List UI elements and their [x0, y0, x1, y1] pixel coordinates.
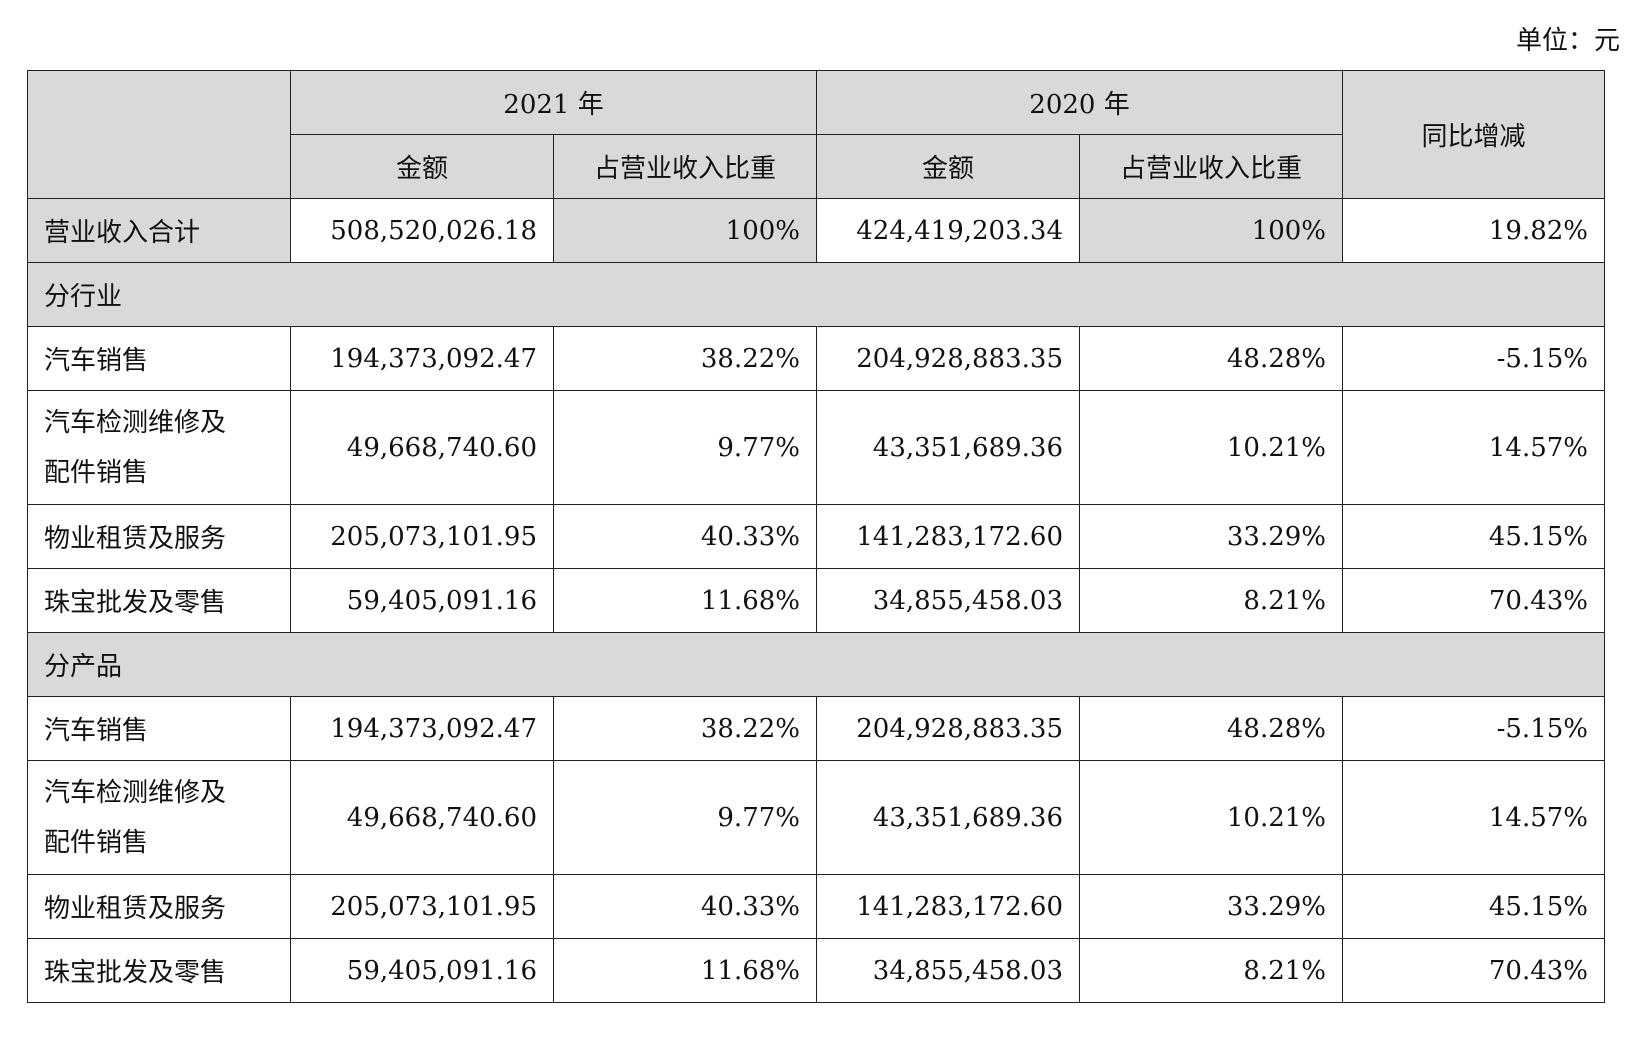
- row-label: 汽车销售: [27, 326, 291, 391]
- table-row: 汽车检测维修及 配件销售 49,668,740.60 9.77% 43,351,689…: [27, 390, 1605, 505]
- cell-share-2020: 8.21%: [1079, 568, 1343, 633]
- cell-share-2020: 33.29%: [1079, 504, 1343, 569]
- cell-amount-2021: 205,073,101.95: [290, 504, 554, 569]
- header-amount-2021: 金额: [290, 134, 554, 199]
- cell-amount-2021: 205,073,101.95: [290, 874, 554, 939]
- cell-amount-2020: 204,928,883.35: [816, 326, 1080, 391]
- total-yoy: 19.82%: [1342, 198, 1605, 263]
- cell-share-2021: 38.22%: [553, 696, 817, 761]
- cell-yoy: 70.43%: [1342, 568, 1605, 633]
- cell-yoy: 45.15%: [1342, 504, 1605, 569]
- total-amount-2020: 424,419,203.34: [816, 198, 1080, 263]
- cell-yoy: 14.57%: [1342, 390, 1605, 505]
- total-row: 营业收入合计 508,520,026.18 100% 424,419,203.3…: [27, 198, 1605, 263]
- cell-amount-2020: 34,855,458.03: [816, 568, 1080, 633]
- cell-amount-2020: 43,351,689.36: [816, 390, 1080, 505]
- cell-share-2020: 10.21%: [1079, 390, 1343, 505]
- cell-share-2021: 40.33%: [553, 874, 817, 939]
- header-year-2021: 2021 年: [290, 70, 817, 135]
- table-row: 珠宝批发及零售 59,405,091.16 11.68% 34,855,458.03 8…: [27, 938, 1605, 1003]
- section-header-row: 分产品: [27, 632, 1605, 697]
- cell-amount-2020: 34,855,458.03: [816, 938, 1080, 1003]
- header-year-2020: 2020 年: [816, 70, 1343, 135]
- total-share-2021: 100%: [553, 198, 817, 263]
- cell-yoy: 45.15%: [1342, 874, 1605, 939]
- header-corner-cell: [27, 70, 291, 199]
- row-label: 汽车销售: [27, 696, 291, 761]
- cell-share-2020: 8.21%: [1079, 938, 1343, 1003]
- cell-yoy: -5.15%: [1342, 696, 1605, 761]
- cell-share-2020: 10.21%: [1079, 760, 1343, 875]
- cell-amount-2021: 194,373,092.47: [290, 326, 554, 391]
- cell-share-2020: 48.28%: [1079, 696, 1343, 761]
- cell-amount-2021: 49,668,740.60: [290, 760, 554, 875]
- row-label: 珠宝批发及零售: [27, 568, 291, 633]
- total-label: 营业收入合计: [27, 198, 291, 263]
- row-label: 汽车检测维修及 配件销售: [27, 390, 291, 505]
- header-row-years: 2021 年 2020 年 同比增减: [27, 70, 1605, 199]
- table-row: 汽车检测维修及 配件销售 49,668,740.60 9.77% 43,351,689…: [27, 760, 1605, 875]
- cell-share-2021: 9.77%: [553, 390, 817, 505]
- cell-share-2021: 40.33%: [553, 504, 817, 569]
- section-header-row: 分行业: [27, 262, 1605, 327]
- cell-yoy: 70.43%: [1342, 938, 1605, 1003]
- row-label: 物业租赁及服务: [27, 504, 291, 569]
- cell-amount-2021: 59,405,091.16: [290, 568, 554, 633]
- cell-amount-2020: 141,283,172.60: [816, 504, 1080, 569]
- cell-share-2020: 33.29%: [1079, 874, 1343, 939]
- table-row: 物业租赁及服务 205,073,101.95 40.33% 141,283,172.6…: [27, 874, 1605, 939]
- cell-share-2021: 11.68%: [553, 938, 817, 1003]
- header-amount-2020: 金额: [816, 134, 1080, 199]
- table-row: 汽车销售 194,373,092.47 38.22% 204,928,883.35 48…: [27, 326, 1605, 391]
- header-row-columns: 金额 占营业收入比重 金额 占营业收入比重: [28, 134, 1605, 199]
- row-label: 汽车检测维修及 配件销售: [27, 760, 291, 875]
- cell-share-2021: 9.77%: [553, 760, 817, 875]
- cell-amount-2021: 194,373,092.47: [290, 696, 554, 761]
- cell-yoy: 14.57%: [1342, 760, 1605, 875]
- total-share-2020: 100%: [1079, 198, 1343, 263]
- unit-label: 单位：元: [1515, 26, 1620, 56]
- cell-amount-2021: 49,668,740.60: [290, 390, 554, 505]
- cell-amount-2020: 43,351,689.36: [816, 760, 1080, 875]
- table-row: 珠宝批发及零售 59,405,091.16 11.68% 34,855,458.03 8…: [27, 568, 1605, 633]
- header-share-2020: 占营业收入比重: [1079, 134, 1343, 199]
- cell-share-2020: 48.28%: [1079, 326, 1343, 391]
- cell-yoy: -5.15%: [1342, 326, 1605, 391]
- section-title: 分产品: [27, 632, 1605, 697]
- cell-share-2021: 11.68%: [553, 568, 817, 633]
- table-row: 汽车销售 194,373,092.47 38.22% 204,928,883.35 48…: [27, 696, 1605, 761]
- row-label: 珠宝批发及零售: [27, 938, 291, 1003]
- revenue-table: 2021 年 2020 年 同比增减 金额 占营业收入比重 金额 占营业收入比重…: [27, 70, 1605, 1003]
- header-yoy: 同比增减: [1342, 70, 1605, 199]
- cell-amount-2020: 141,283,172.60: [816, 874, 1080, 939]
- total-amount-2021: 508,520,026.18: [290, 198, 554, 263]
- row-label: 物业租赁及服务: [27, 874, 291, 939]
- cell-amount-2020: 204,928,883.35: [816, 696, 1080, 761]
- cell-share-2021: 38.22%: [553, 326, 817, 391]
- section-title: 分行业: [27, 262, 1605, 327]
- cell-amount-2021: 59,405,091.16: [290, 938, 554, 1003]
- header-share-2021: 占营业收入比重: [553, 134, 817, 199]
- table-row: 物业租赁及服务 205,073,101.95 40.33% 141,283,172.6…: [27, 504, 1605, 569]
